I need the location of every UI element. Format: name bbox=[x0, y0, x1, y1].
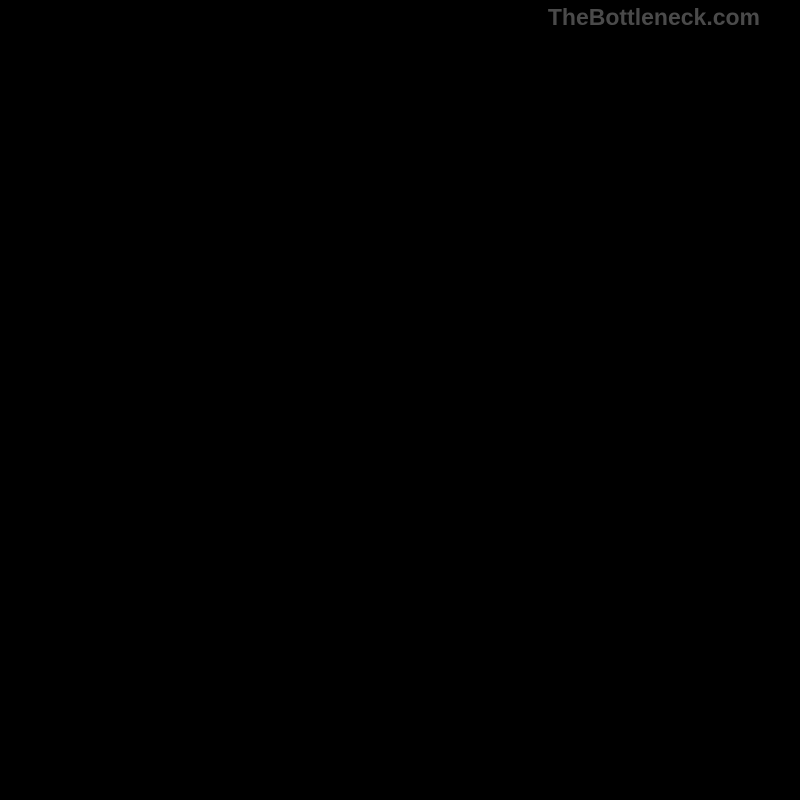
watermark-text: TheBottleneck.com bbox=[548, 4, 760, 31]
bottleneck-heatmap bbox=[38, 28, 762, 774]
chart-container: TheBottleneck.com bbox=[0, 0, 800, 800]
